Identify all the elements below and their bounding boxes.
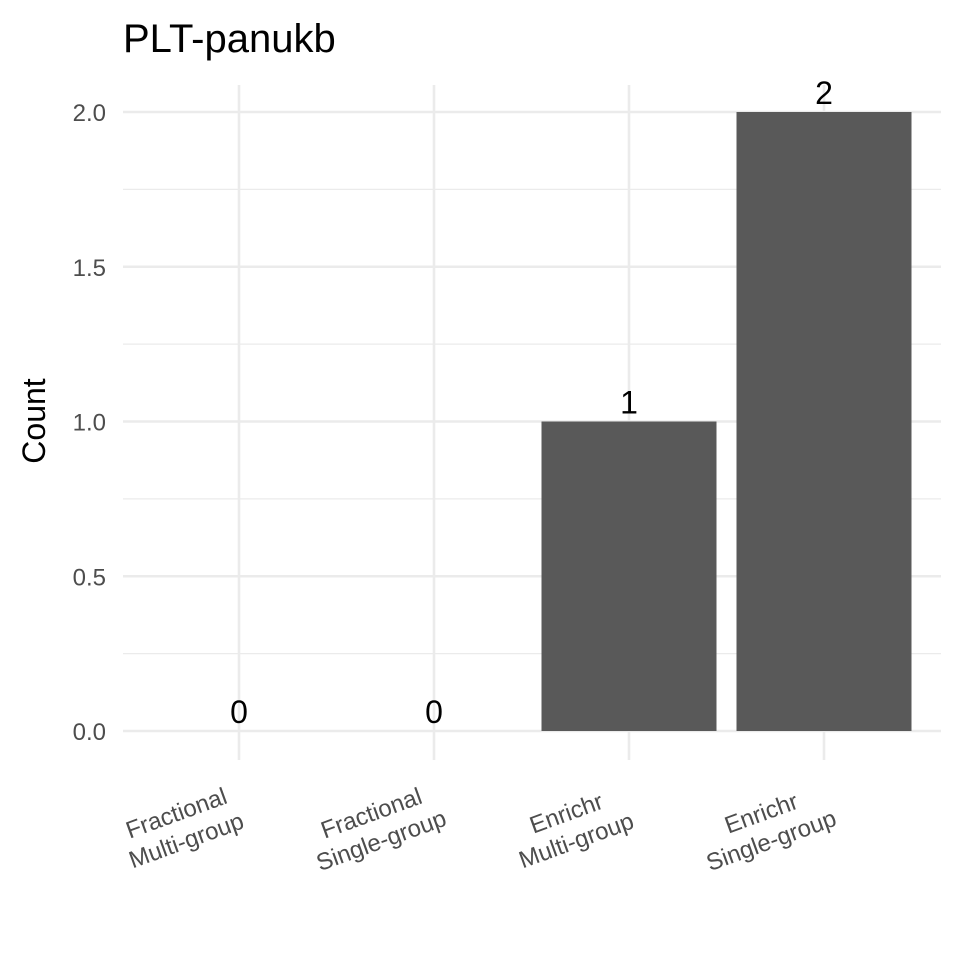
y-tick-label: 1.0 [73,410,106,437]
chart-title: PLT-panukb [123,17,336,61]
data-label: 0 [230,694,248,730]
y-tick-labels: 0.0 0.5 1.0 1.5 2.0 [73,100,106,746]
bars [541,112,912,731]
data-label: 1 [620,385,638,421]
bar [541,421,717,731]
y-axis-label: Count [16,378,52,464]
bar [736,112,912,731]
y-tick-label: 2.0 [73,100,106,127]
data-label: 0 [425,694,443,730]
data-labels: 0 0 1 2 [230,75,833,730]
y-tick-label: 0.0 [73,719,106,746]
data-label: 2 [815,75,833,111]
y-tick-label: 1.5 [73,255,106,282]
y-tick-label: 0.5 [73,564,106,591]
